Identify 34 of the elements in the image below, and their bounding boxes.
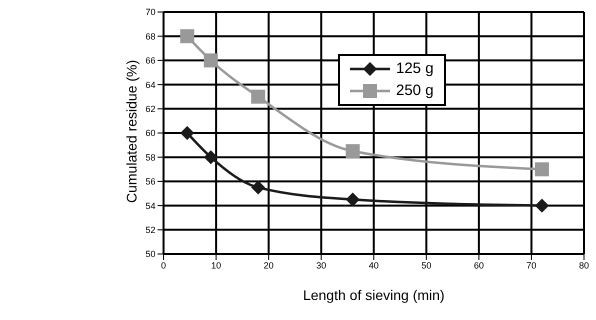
legend-label: 250 g: [396, 81, 434, 101]
y-axis-title: Cumulated residue (%): [124, 60, 140, 203]
point: [534, 198, 549, 213]
y-tick-label: 50: [146, 249, 156, 260]
x-tick-label: 30: [316, 260, 326, 270]
x-axis-title: Length of sieving (min): [302, 287, 445, 303]
point: [204, 150, 218, 164]
y-tick-label: 52: [146, 224, 156, 235]
y-tick-label: 62: [146, 104, 156, 114]
y-tick-label: 66: [146, 56, 156, 66]
point: [251, 180, 266, 194]
point: [204, 53, 218, 68]
y-tick-label: 58: [146, 152, 156, 162]
point: [346, 192, 360, 207]
point: [180, 126, 194, 140]
x-tick-label: 50: [421, 260, 432, 270]
x-tick-label: 40: [368, 260, 379, 270]
x-tick-label: 80: [578, 260, 590, 270]
y-tick-label: 54: [146, 200, 156, 211]
y-tick-label: 68: [146, 31, 156, 42]
point: [180, 29, 194, 44]
legend-label: 125 g: [396, 59, 434, 79]
x-tick-label: 20: [264, 260, 274, 270]
x-tick-label: 60: [474, 260, 484, 270]
x-tick-label: 70: [526, 260, 536, 270]
y-tick-label: 56: [146, 176, 156, 187]
x-tick-label: 10: [211, 260, 222, 270]
y-tick-label: 64: [146, 80, 156, 90]
point: [534, 162, 549, 176]
point: [251, 90, 266, 104]
y-tick-label: 60: [146, 128, 156, 138]
x-tick-label: 0: [161, 260, 166, 270]
y-tick-label: 70: [146, 7, 156, 18]
point: [346, 144, 360, 158]
